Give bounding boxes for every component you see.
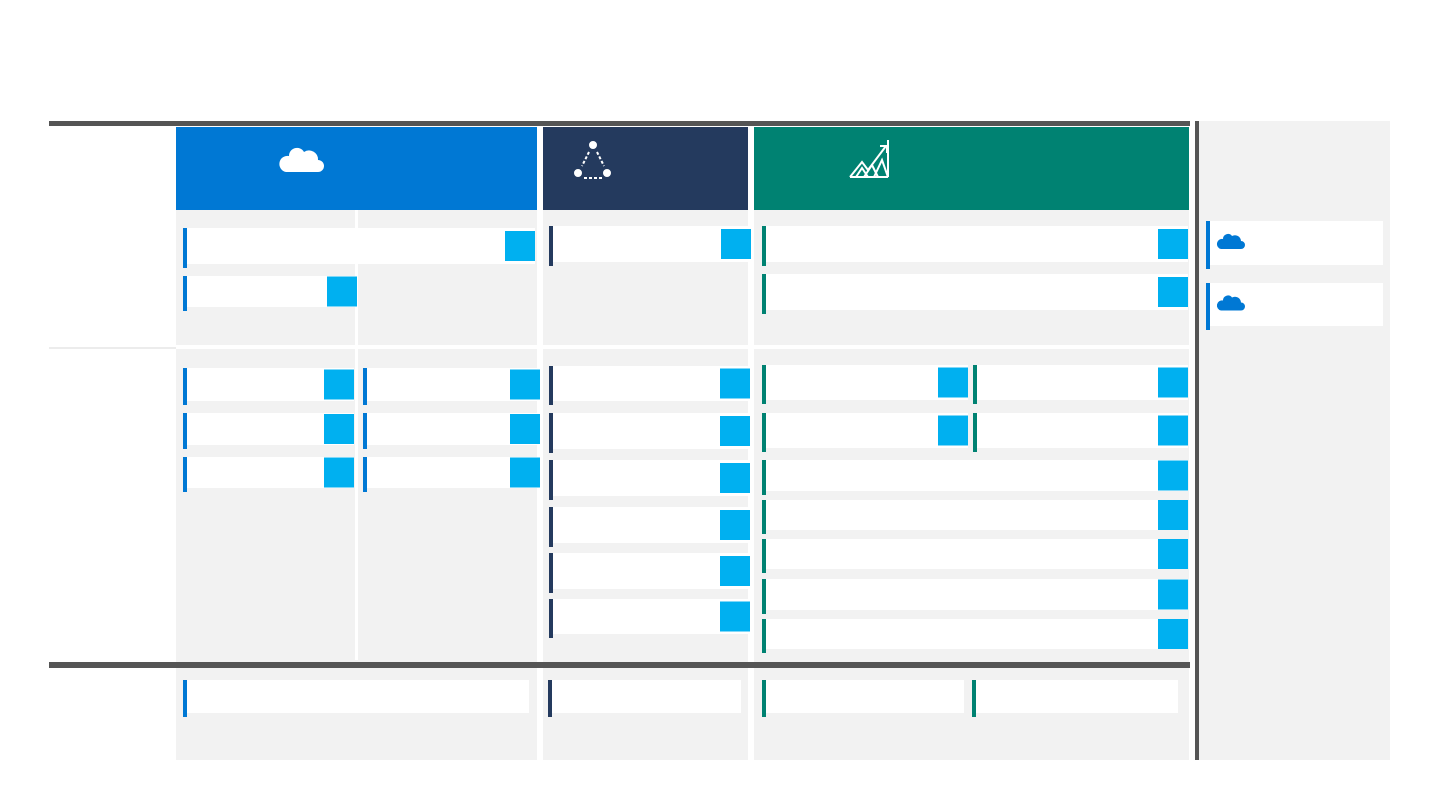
card-badge (1158, 619, 1188, 649)
card-accent (549, 507, 553, 547)
card-badge (324, 414, 354, 444)
card (549, 599, 750, 634)
card (762, 539, 1188, 569)
card-badge (720, 510, 750, 540)
cloud-icon (1216, 295, 1245, 311)
network-icon (574, 141, 611, 179)
card-accent (183, 368, 187, 405)
card-badge (720, 601, 750, 632)
card-accent (183, 457, 187, 492)
card (549, 460, 750, 496)
card-badge (938, 367, 968, 398)
card-accent (549, 599, 553, 638)
card-badge (1158, 539, 1188, 569)
card-badge (510, 457, 540, 488)
card-accent (1206, 283, 1210, 330)
card-badge (324, 369, 354, 400)
card-accent (183, 413, 187, 449)
card-accent (1206, 221, 1210, 269)
card-accent (548, 680, 552, 717)
card (548, 680, 741, 713)
card-accent (762, 680, 766, 717)
card-badge (720, 556, 750, 586)
card-badge (938, 415, 968, 446)
card-accent (363, 457, 367, 492)
cloud-icon (279, 147, 324, 172)
card-badge (1158, 415, 1188, 446)
card-badge (720, 463, 750, 493)
card (762, 619, 1188, 649)
card-accent (762, 619, 766, 653)
card-accent (762, 365, 766, 404)
card-accent (762, 413, 766, 452)
card-badge (327, 276, 357, 307)
card (183, 228, 535, 264)
top-rule (49, 121, 1190, 126)
card-accent (972, 680, 976, 717)
card-badge (1158, 460, 1188, 491)
card-accent (762, 539, 766, 573)
card-badge (510, 369, 540, 400)
row-divider (49, 347, 176, 349)
column-divider (355, 210, 358, 660)
card (549, 366, 750, 401)
card-badge (720, 368, 750, 399)
card (762, 226, 1188, 262)
card-accent (762, 226, 766, 266)
card (973, 365, 1188, 400)
row-divider (176, 345, 1189, 349)
cloud-icon (1216, 233, 1245, 249)
bottom-rule (49, 662, 1190, 668)
card-badge (721, 229, 751, 259)
card-accent (183, 276, 187, 311)
card (972, 680, 1178, 713)
card (549, 226, 751, 262)
card-accent (549, 413, 553, 453)
card-accent (762, 579, 766, 614)
card-badge (1158, 277, 1188, 307)
card-accent (549, 226, 553, 266)
vertical-rule (1195, 121, 1199, 760)
card (549, 413, 750, 449)
card (762, 413, 968, 448)
card-badge (720, 416, 750, 446)
card (762, 680, 964, 713)
card-accent (973, 413, 977, 452)
card-badge (1158, 229, 1188, 259)
card (762, 274, 1188, 310)
card-accent (762, 460, 766, 495)
card-badge (510, 414, 540, 444)
card (549, 507, 750, 543)
header-block (543, 127, 748, 210)
card (183, 680, 529, 713)
card (762, 365, 968, 400)
header-block (754, 127, 1189, 210)
card-accent (183, 228, 187, 268)
side-panel (1199, 121, 1390, 760)
chart-icon (849, 140, 889, 178)
card-accent (363, 368, 367, 405)
card (762, 500, 1188, 530)
header-block (176, 127, 537, 210)
card-accent (549, 553, 553, 593)
card-badge (324, 457, 354, 488)
card-badge (1158, 367, 1188, 398)
card-accent (549, 366, 553, 405)
card-badge (505, 231, 535, 261)
card-badge (1158, 500, 1188, 530)
card-accent (183, 680, 187, 717)
card-badge (1158, 579, 1188, 610)
card (762, 460, 1188, 491)
card-accent (762, 500, 766, 534)
card-accent (549, 460, 553, 500)
card-accent (973, 365, 977, 404)
card-accent (762, 274, 766, 314)
card (973, 413, 1188, 448)
card (762, 579, 1188, 610)
card (549, 553, 750, 589)
card-accent (363, 413, 367, 449)
